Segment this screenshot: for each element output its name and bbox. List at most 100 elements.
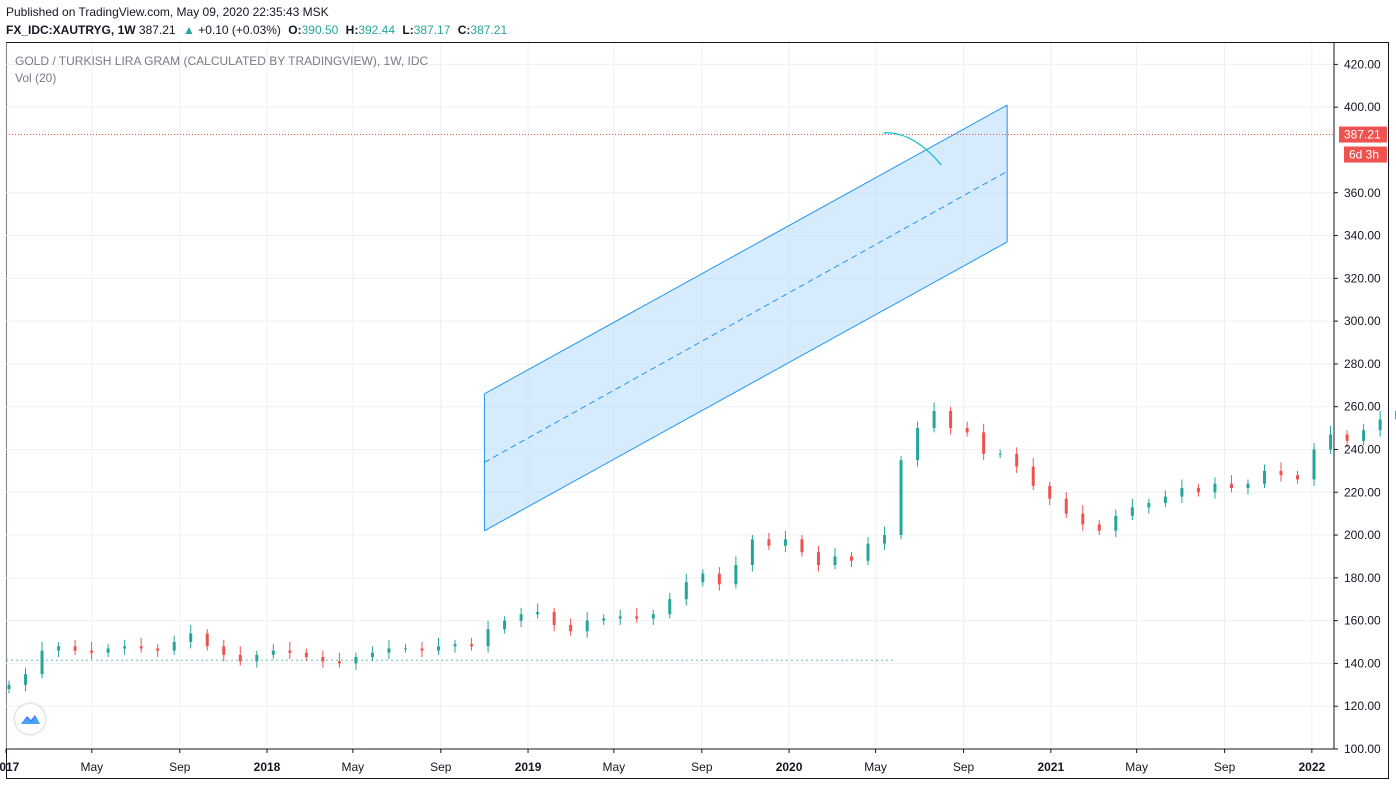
candle-body (916, 428, 920, 461)
candle-body (106, 648, 110, 653)
low-label: L: (402, 23, 414, 37)
candle-body (172, 642, 176, 651)
candle-body (1163, 496, 1167, 503)
candle-body (816, 552, 820, 566)
candle-body (222, 646, 226, 655)
candle-body (271, 650, 275, 655)
candle-body (7, 684, 11, 690)
open-value: 390.50 (301, 23, 339, 37)
last-price: 387.21 (138, 23, 176, 37)
countdown-badge-label: 6d 3h (1349, 148, 1379, 162)
candle-body (1097, 524, 1101, 531)
price-axis: 420.00 400.00 360.00 340.00 320.00 300.00 280.… (1333, 43, 1381, 756)
time-tick-label: 2021 (1037, 760, 1064, 774)
price-tick-label: 420.00 (1344, 57, 1381, 71)
candle-body (585, 620, 589, 632)
candle-body (998, 453, 1002, 455)
candle-body (403, 648, 407, 650)
volume-legend: Vol (20) (15, 71, 57, 85)
candle-body (255, 654, 259, 662)
price-tick-label: 120.00 (1344, 699, 1381, 713)
time-tick-label: May (1125, 760, 1148, 774)
candle-body (90, 650, 94, 653)
candle-body (40, 650, 44, 675)
last-price-badge (1339, 126, 1387, 143)
candle-body (1180, 487, 1184, 497)
candle-body (734, 565, 738, 585)
time-tick-label: May (603, 760, 626, 774)
tradingview-logo-icon[interactable] (15, 704, 45, 734)
candle-body (503, 620, 507, 630)
candle-body (982, 432, 986, 454)
candle-body (635, 616, 639, 619)
candle-body (1246, 483, 1250, 488)
candle-body (1345, 434, 1349, 441)
candle-body (684, 582, 688, 600)
time-tick-label: 2017 (0, 760, 20, 774)
candle-body (569, 624, 573, 632)
candle-body (618, 616, 622, 619)
time-tick-label: 2019 (515, 760, 542, 774)
candle-body (470, 644, 474, 647)
candle-body (1015, 453, 1019, 467)
candle-body (1229, 483, 1233, 488)
price-tick-label: 340.00 (1344, 229, 1381, 243)
time-tick-label: 2018 (254, 760, 281, 774)
candle-body (156, 648, 160, 651)
last-price-badge-label: 387.21 (1344, 128, 1381, 142)
candle-body (849, 556, 853, 561)
price-tick-label: 280.00 (1344, 357, 1381, 371)
candle-body (651, 614, 655, 619)
candle-body (833, 556, 837, 566)
candle-body (337, 661, 341, 664)
change-value: +0.10 (+0.03%) (198, 23, 281, 37)
channel-fill (484, 105, 1008, 531)
candle-body (668, 599, 672, 615)
candle-body (949, 410, 953, 429)
candle-body (238, 654, 242, 662)
candle-body (420, 648, 424, 651)
channel-lower-line (484, 241, 1008, 532)
candle-body (1064, 498, 1068, 514)
candle-body (767, 539, 771, 546)
price-tick-label: 320.00 (1344, 271, 1381, 285)
candle-body (519, 614, 523, 621)
grid (5, 43, 1334, 750)
high-label: H: (345, 23, 359, 37)
candle-body (73, 646, 77, 651)
close-value: 387.21 (470, 23, 508, 37)
close-label: C: (457, 23, 471, 37)
chart-title: GOLD / TURKISH LIRA GRAM (CALCULATED BY … (15, 54, 429, 68)
price-tick-label: 400.00 (1344, 100, 1381, 114)
price-tick-label: 260.00 (1344, 400, 1381, 414)
published-note: Published on TradingView.com, May 09, 20… (6, 5, 329, 19)
price-tick-label: 160.00 (1344, 614, 1381, 628)
candle-body (370, 652, 374, 658)
candle-body (123, 646, 127, 649)
time-tick-label: May (864, 760, 887, 774)
candle-body (1196, 487, 1200, 493)
price-tick-label: 140.00 (1344, 656, 1381, 670)
time-axis: 2017 May Sep 2018 May Sep 2019 May Sep 2020 May Sep… (0, 748, 1334, 774)
candle-body (1031, 466, 1035, 486)
candle-body (1279, 470, 1283, 476)
candle-body (57, 646, 61, 651)
symbol-label: FX_IDC:XAUTRYG, 1W (6, 23, 136, 37)
candle-body (932, 410, 936, 429)
candles (7, 402, 1396, 694)
time-tick-label: Sep (1214, 760, 1236, 774)
candle-body (717, 573, 721, 585)
candle-body (1081, 513, 1085, 525)
candle-body (24, 674, 28, 685)
time-tick-label: Sep (691, 760, 713, 774)
candle-body (304, 652, 308, 658)
candle-body (1048, 485, 1052, 499)
time-tick-label: Sep (169, 760, 191, 774)
price-tick-label: 360.00 (1344, 186, 1381, 200)
time-tick-label: May (80, 760, 103, 774)
candle-body (783, 539, 787, 546)
time-tick-label: Sep (430, 760, 452, 774)
candle-body (1329, 434, 1333, 450)
high-value: 392.44 (358, 23, 396, 37)
